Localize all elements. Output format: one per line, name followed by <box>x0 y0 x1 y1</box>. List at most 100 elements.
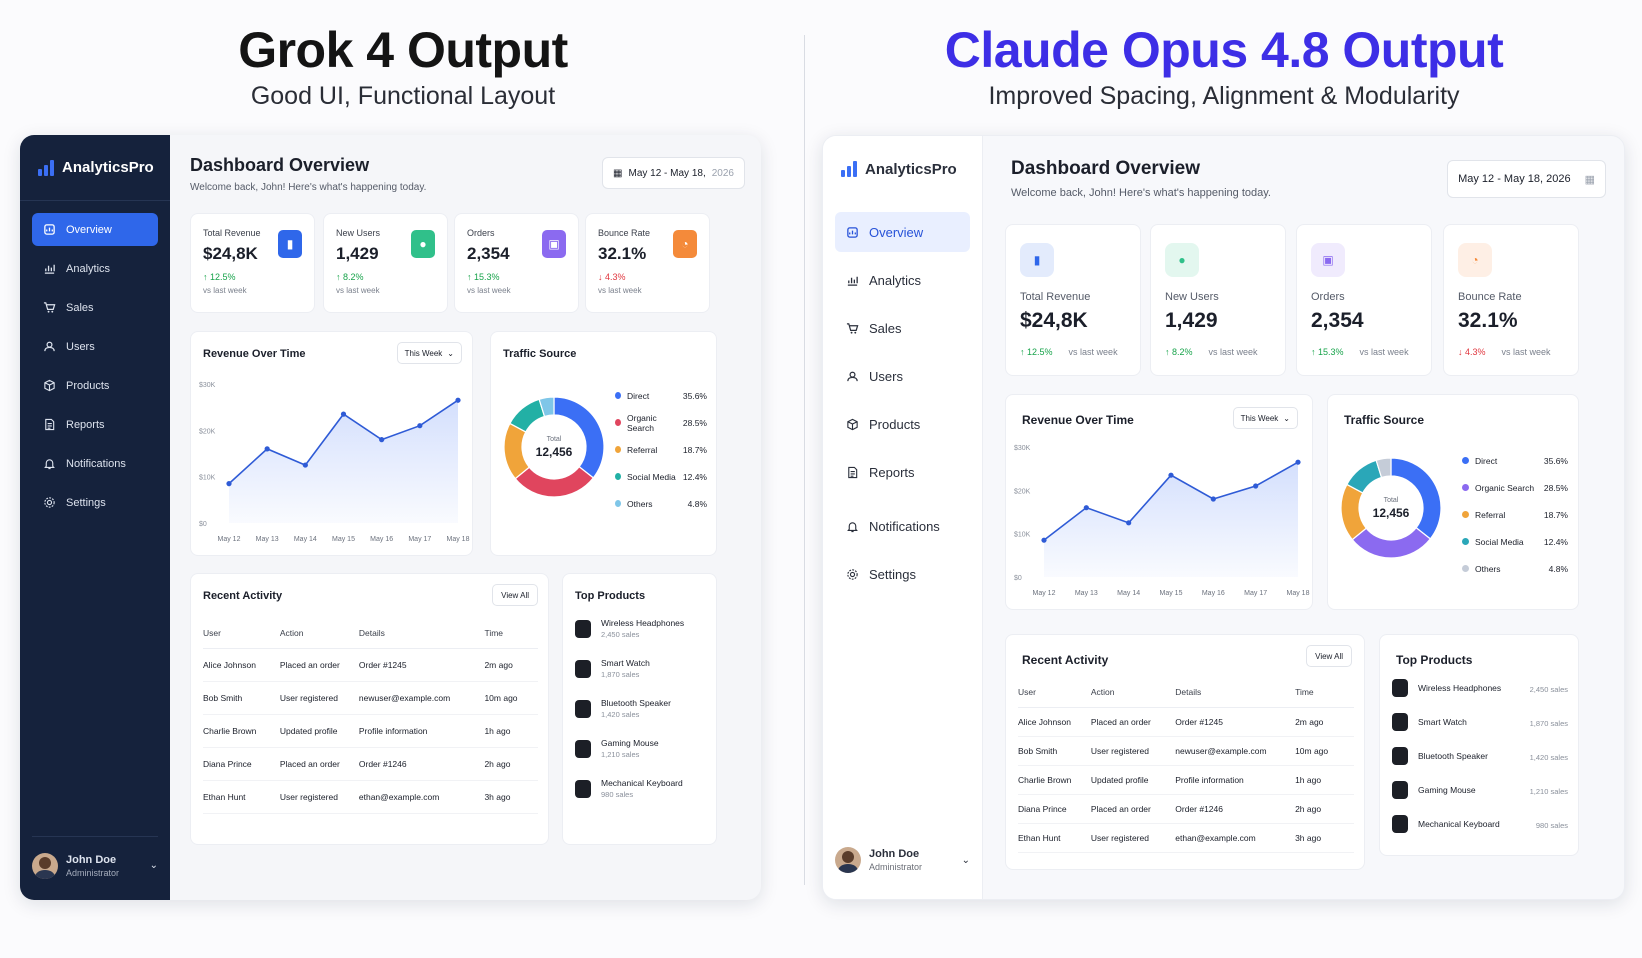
product-icon <box>1392 713 1408 731</box>
sidebar-item-analytics[interactable]: Analytics <box>835 260 970 300</box>
box-icon <box>845 417 859 431</box>
revenue-point[interactable] <box>1126 520 1132 526</box>
product-sales: 2,450 sales <box>601 630 640 639</box>
kpi-card-bounce-rate[interactable]: ◔ Bounce Rate 32.1% ↓ 4.3% vs last week <box>1443 224 1579 376</box>
chevron-down-icon[interactable]: ⌄ <box>149 860 158 871</box>
sidebar-item-overview[interactable]: Overview <box>32 213 158 246</box>
revenue-point[interactable] <box>340 411 347 417</box>
sidebar-item-users[interactable]: Users <box>835 356 970 396</box>
revenue-point[interactable] <box>1253 483 1259 489</box>
revenue-chart-card: Revenue Over Time This Week ⌄ $0 $10K $20K $30… <box>190 331 473 556</box>
table-row[interactable]: Alice Johnson Placed an order Order #1245 2… <box>203 648 538 682</box>
legend-item[interactable]: Referral 18.7% <box>1462 501 1568 528</box>
sidebar-item-label: Products <box>869 416 921 432</box>
sidebar-item-notifications[interactable]: Notifications <box>835 506 970 546</box>
legend-item[interactable]: Organic Search 28.5% <box>1462 474 1568 501</box>
user-profile[interactable]: John Doe Administrator ⌄ <box>32 836 158 886</box>
kpi-card-orders[interactable]: ▣ Orders 2,354 ↑ 15.3% vs last week <box>1296 224 1432 376</box>
revenue-point[interactable] <box>417 423 423 429</box>
product-item[interactable]: Smart Watch 1,870 sales <box>575 658 706 679</box>
date-range-picker[interactable]: ▦ May 12 - May 18, 2026 <box>602 157 745 189</box>
table-row[interactable]: Diana Prince Placed an order Order #1246 2h… <box>203 747 538 781</box>
product-item[interactable]: Gaming Mouse 1,210 sales <box>575 738 706 759</box>
sidebar-item-settings[interactable]: Settings <box>32 486 158 519</box>
view-all-button[interactable]: View All <box>492 584 538 606</box>
donut-slice[interactable] <box>1375 457 1392 479</box>
date-range-picker[interactable]: May 12 - May 18, 2026 ▦ <box>1447 160 1606 198</box>
legend-item[interactable]: Organic Search 28.5% <box>615 409 707 436</box>
product-item[interactable]: Gaming Mouse 1,210 sales <box>1392 781 1568 799</box>
legend-item[interactable]: Referral 18.7% <box>615 436 707 463</box>
donut-slice[interactable] <box>553 396 605 479</box>
revenue-point[interactable] <box>1295 459 1301 465</box>
product-item[interactable]: Mechanical Keyboard 980 sales <box>1392 815 1568 833</box>
sidebar-item-products[interactable]: Products <box>835 404 970 444</box>
revenue-point[interactable] <box>1041 537 1047 543</box>
donut-slice[interactable] <box>538 396 555 418</box>
x-tick-label: May 16 <box>1202 590 1225 597</box>
dashboard-icon <box>42 223 56 237</box>
donut-slice[interactable] <box>514 465 595 498</box>
legend-item[interactable]: Social Media 12.4% <box>615 463 707 490</box>
kpi-card-total-revenue[interactable]: ▮ Total Revenue $24,8K ↑ 12.5% vs last week <box>190 213 315 313</box>
product-item[interactable]: Mechanical Keyboard 980 sales <box>575 778 706 799</box>
sidebar-item-reports[interactable]: Reports <box>32 408 158 441</box>
product-item[interactable]: Wireless Headphones 2,450 sales <box>575 618 706 639</box>
legend-swatch <box>1462 511 1469 518</box>
revenue-point[interactable] <box>226 481 232 487</box>
product-name: Gaming Mouse <box>601 738 659 748</box>
legend-item[interactable]: Others 4.8% <box>1462 555 1568 582</box>
table-row[interactable]: Ethan Hunt User registered ethan@example.c… <box>203 780 538 814</box>
sidebar-item-reports[interactable]: Reports <box>835 452 970 492</box>
cart-icon <box>42 301 56 315</box>
sidebar-item-users[interactable]: Users <box>32 330 158 363</box>
revenue-point[interactable] <box>379 437 385 443</box>
legend-item[interactable]: Social Media 12.4% <box>1462 528 1568 555</box>
kpi-card-bounce-rate[interactable]: ◔ Bounce Rate 32.1% ↓ 4.3% vs last week <box>585 213 710 313</box>
kpi-card-orders[interactable]: ▣ Orders 2,354 ↑ 15.3% vs last week <box>454 213 579 313</box>
kpi-card-new-users[interactable]: ● New Users 1,429 ↑ 8.2% vs last week <box>323 213 448 313</box>
table-row[interactable]: Charlie Brown Updated profile Profile info… <box>1018 765 1354 795</box>
user-profile[interactable]: John Doe Administrator ⌄ <box>835 835 970 885</box>
revenue-point[interactable] <box>1083 505 1089 511</box>
sidebar-item-analytics[interactable]: Analytics <box>32 252 158 285</box>
revenue-point[interactable] <box>302 462 308 468</box>
legend-item[interactable]: Direct 35.6% <box>1462 447 1568 474</box>
revenue-point[interactable] <box>1168 472 1174 478</box>
sidebar-item-sales[interactable]: Sales <box>835 308 970 348</box>
sidebar-item-overview[interactable]: Overview <box>835 212 970 252</box>
table-row[interactable]: Alice Johnson Placed an order Order #1245 2… <box>1018 707 1354 737</box>
donut-slice[interactable] <box>1390 457 1442 540</box>
table-row[interactable]: Diana Prince Placed an order Order #1246 2h… <box>1018 794 1354 824</box>
table-row[interactable]: Ethan Hunt User registered ethan@example.c… <box>1018 823 1354 853</box>
table-row[interactable]: Bob Smith User registered newuser@example.… <box>203 681 538 715</box>
kpi-card-total-revenue[interactable]: ▮ Total Revenue $24,8K ↑ 12.5% vs last week <box>1005 224 1141 376</box>
view-all-button[interactable]: View All <box>1306 645 1352 667</box>
range-dropdown[interactable]: This Week ⌄ <box>1232 407 1298 429</box>
kpi-delta: ↑ 8.2% vs last week <box>1165 347 1271 357</box>
product-item[interactable]: Bluetooth Speaker 1,420 sales <box>1392 747 1568 765</box>
legend-item[interactable]: Others 4.8% <box>615 490 707 517</box>
sidebar-item-products[interactable]: Products <box>32 369 158 402</box>
sidebar-item-settings[interactable]: Settings <box>835 554 970 594</box>
revenue-point[interactable] <box>1210 496 1216 502</box>
revenue-point[interactable] <box>264 446 270 452</box>
product-item[interactable]: Bluetooth Speaker 1,420 sales <box>575 698 706 719</box>
range-dropdown[interactable]: This Week ⌄ <box>396 342 462 364</box>
kpi-card-new-users[interactable]: ● New Users 1,429 ↑ 8.2% vs last week <box>1150 224 1286 376</box>
product-item[interactable]: Smart Watch 1,870 sales <box>1392 713 1568 731</box>
brand[interactable]: AnalyticsPro <box>20 135 170 201</box>
table-cell: Placed an order <box>279 747 359 781</box>
donut-slice[interactable] <box>1351 526 1432 559</box>
brand[interactable]: AnalyticsPro <box>823 136 982 202</box>
product-item[interactable]: Wireless Headphones 2,450 sales <box>1392 679 1568 697</box>
legend-item[interactable]: Direct 35.6% <box>615 382 707 409</box>
revenue-point[interactable] <box>455 397 461 403</box>
chevron-down-icon[interactable]: ⌄ <box>961 854 970 866</box>
table-row[interactable]: Charlie Brown Updated profile Profile info… <box>203 714 538 748</box>
product-sales: 1,210 sales <box>1529 786 1568 796</box>
kpi-vs: vs last week <box>1359 347 1409 357</box>
sidebar-item-sales[interactable]: Sales <box>32 291 158 324</box>
table-row[interactable]: Bob Smith User registered newuser@example.… <box>1018 736 1354 766</box>
sidebar-item-notifications[interactable]: Notifications <box>32 447 158 480</box>
